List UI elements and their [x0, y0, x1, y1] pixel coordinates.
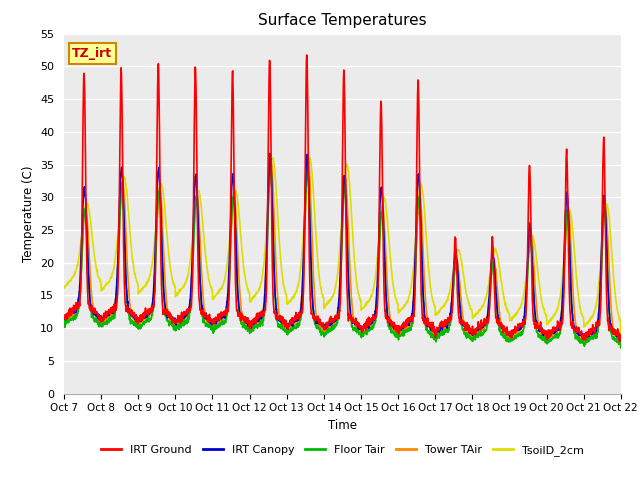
Text: TZ_irt: TZ_irt [72, 47, 113, 60]
Legend: IRT Ground, IRT Canopy, Floor Tair, Tower TAir, TsoilD_2cm: IRT Ground, IRT Canopy, Floor Tair, Towe… [97, 440, 588, 460]
X-axis label: Time: Time [328, 419, 357, 432]
Title: Surface Temperatures: Surface Temperatures [258, 13, 427, 28]
Y-axis label: Temperature (C): Temperature (C) [22, 165, 35, 262]
